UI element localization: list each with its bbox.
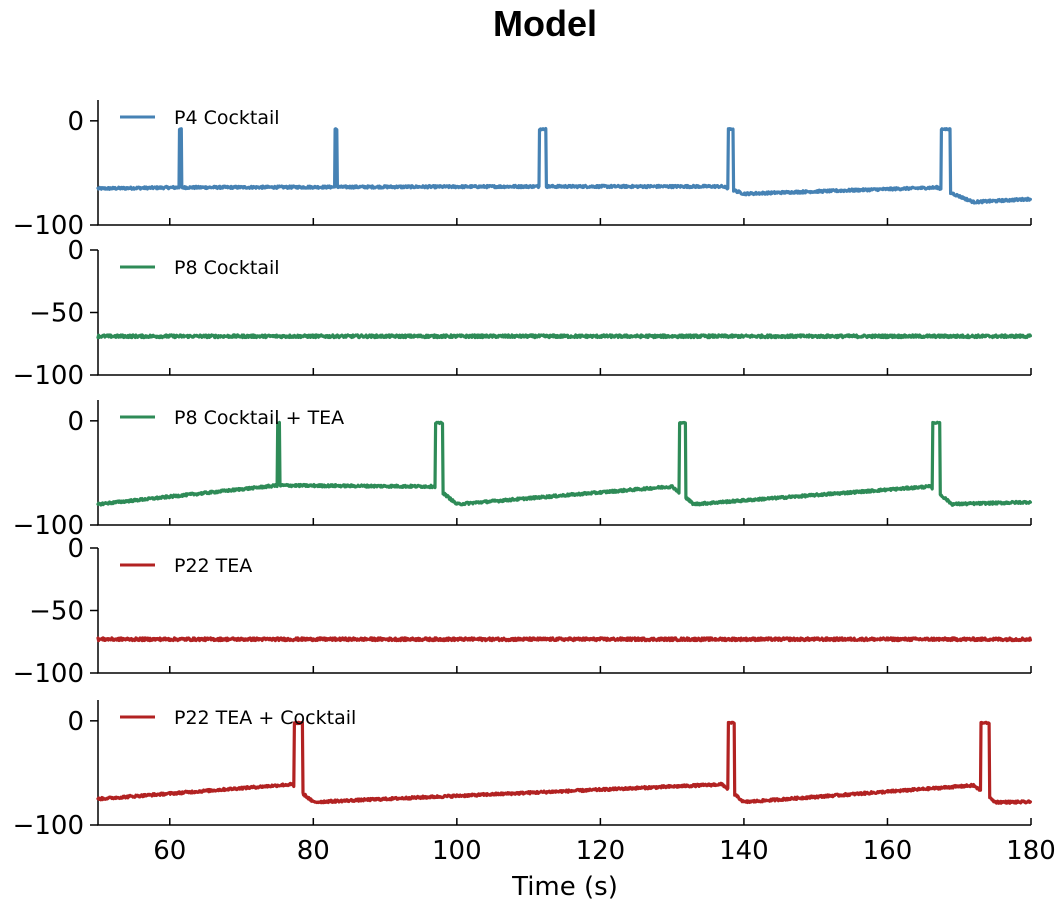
- y-tick-label: −100: [13, 211, 84, 241]
- x-axis: 60 80 100 120 140 160 180: [153, 836, 1056, 866]
- y-tick-label: −100: [13, 811, 84, 841]
- series-line: [96, 333, 1032, 340]
- x-tick-label: 140: [719, 836, 769, 866]
- y-tick-label: −100: [13, 361, 84, 391]
- chart-title: Model: [493, 3, 597, 44]
- y-tick-label: 0: [67, 407, 84, 437]
- x-tick-label: 100: [432, 836, 482, 866]
- x-tick-label: 160: [863, 836, 913, 866]
- series-line: [96, 720, 1032, 805]
- y-tick-label: 0: [67, 707, 84, 737]
- legend-label: P8 Cocktail: [174, 257, 280, 279]
- y-tick-label: −50: [29, 299, 84, 329]
- x-tick-label: 120: [576, 836, 626, 866]
- legend-label: P4 Cocktail: [174, 107, 280, 129]
- y-tick-label: 0: [67, 236, 84, 266]
- y-tick-label: 0: [67, 534, 84, 564]
- legend-label: P8 Cocktail + TEA: [174, 407, 344, 429]
- y-tick-label: −100: [13, 659, 84, 689]
- series-line: [96, 636, 1032, 643]
- panel-2: 0 −50 −100 P8 Cocktail: [13, 236, 1032, 391]
- panel-4: 0 −50 −100 P22 TEA: [13, 534, 1032, 689]
- x-tick-label: 60: [153, 836, 186, 866]
- legend-label: P22 TEA: [174, 555, 252, 577]
- x-tick-label: 80: [297, 836, 330, 866]
- x-axis-label: Time (s): [511, 872, 618, 902]
- y-tick-label: −50: [29, 597, 84, 627]
- x-tick-label: 180: [1006, 836, 1056, 866]
- series-line: [96, 420, 1032, 507]
- panel-1: 0 −100 P4 Cocktail: [13, 100, 1032, 241]
- panel-3: 0 −100 P8 Cocktail + TEA: [13, 400, 1032, 541]
- y-tick-label: 0: [67, 107, 84, 137]
- legend-label: P22 TEA + Cocktail: [174, 707, 356, 729]
- panel-5: 0 −100 P22 TEA + Cocktail: [13, 700, 1032, 841]
- series-line: [96, 127, 1032, 205]
- y-tick-label: −100: [13, 511, 84, 541]
